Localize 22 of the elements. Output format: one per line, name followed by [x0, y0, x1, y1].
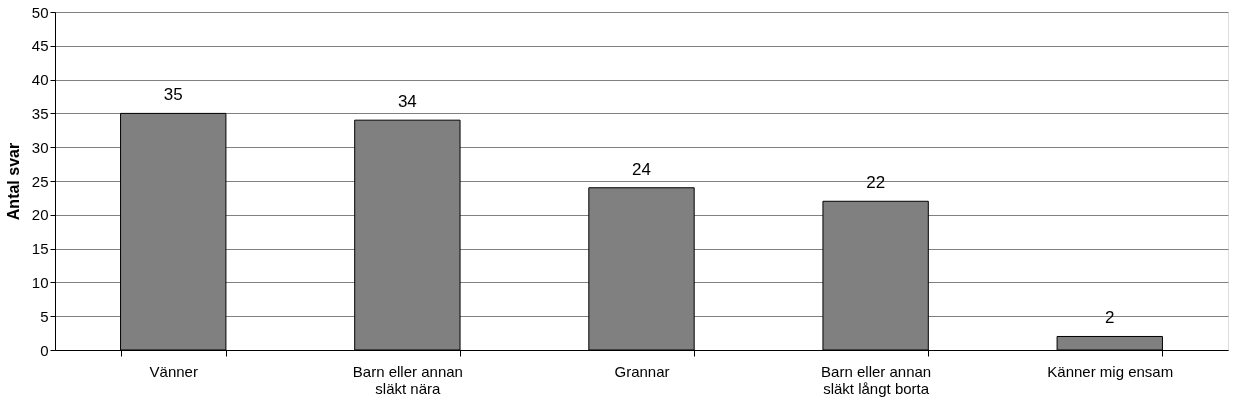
y-tick-label: 0 — [40, 341, 49, 359]
data-label: 34 — [397, 92, 417, 112]
y-tick-label: 45 — [31, 37, 49, 55]
y-tick-label: 15 — [31, 240, 49, 258]
y-tick-label: 30 — [31, 138, 49, 156]
y-tick-label: 40 — [31, 71, 49, 89]
x-tick-label: Barn eller annan släkt nära — [352, 362, 463, 397]
x-tick-label: Grannar — [614, 362, 670, 380]
y-tick-label: 25 — [31, 172, 49, 190]
y-tick-label: 10 — [31, 273, 49, 291]
y-tick-label: 35 — [31, 104, 49, 122]
data-label: 24 — [632, 159, 651, 179]
y-tick-label: 50 — [31, 3, 49, 21]
y-tick-label: 20 — [31, 206, 49, 224]
data-label: 2 — [1105, 308, 1115, 328]
x-tick-label: Barn eller annan släkt långt borta — [821, 362, 932, 397]
data-label: 35 — [163, 85, 183, 105]
y-tick-label: 5 — [40, 307, 49, 325]
x-tick-label: Känner mig ensam — [1047, 362, 1174, 380]
data-label: 22 — [866, 173, 886, 193]
x-tick-label: Vänner — [149, 362, 198, 380]
y-axis-title: Antal svar — [4, 142, 22, 221]
